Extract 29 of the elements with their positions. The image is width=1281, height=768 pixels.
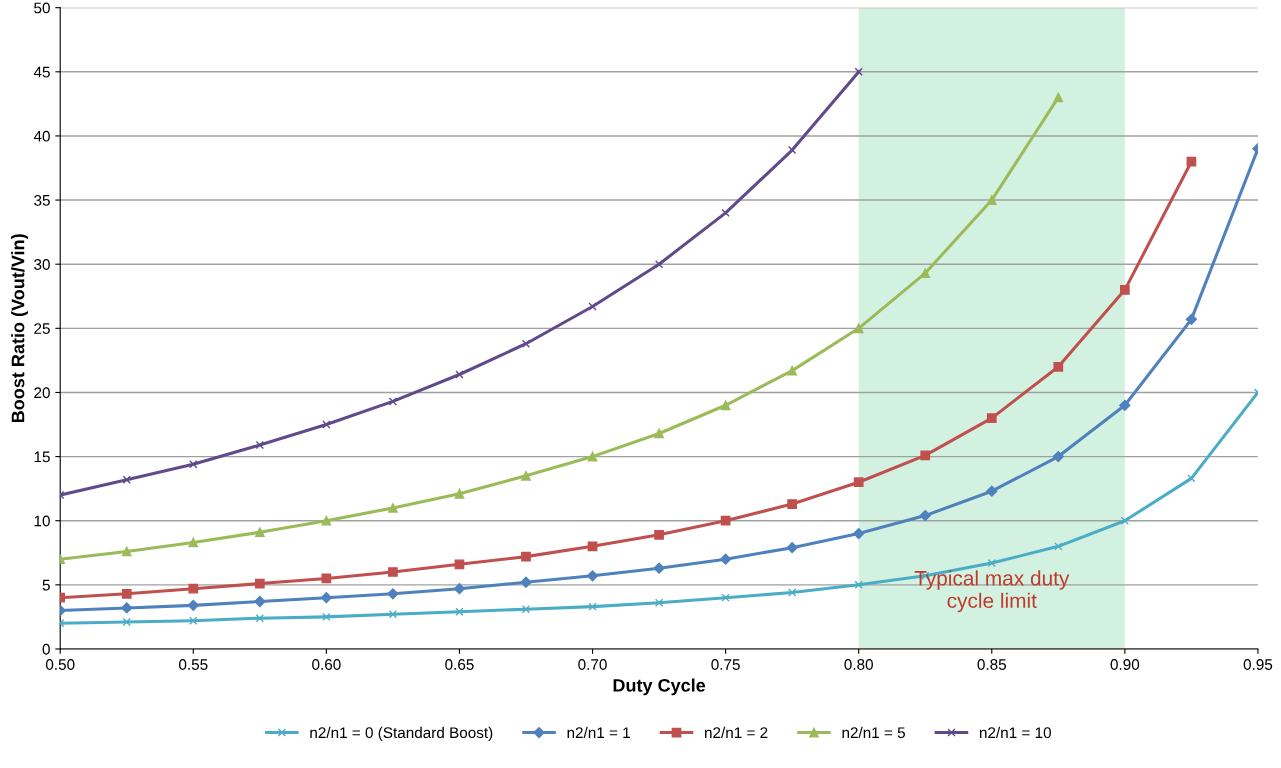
legend-label: n2/n1 = 10 bbox=[979, 726, 1051, 739]
x-tick-label: 0.60 bbox=[312, 659, 341, 670]
y-tick-label: 30 bbox=[34, 259, 50, 270]
x-tick-label: 0.65 bbox=[445, 659, 474, 670]
x-tick-label: 0.90 bbox=[1110, 659, 1140, 670]
x-tick-label: 0.55 bbox=[179, 659, 208, 670]
y-tick-label: 5 bbox=[42, 579, 50, 591]
y-tick-label: 45 bbox=[33, 66, 50, 78]
x-tick-label: 0.85 bbox=[977, 659, 1007, 670]
band-label: Typical max duty cycle limit bbox=[914, 570, 1070, 613]
y-tick-label: 35 bbox=[34, 194, 50, 206]
y-tick-label: 40 bbox=[33, 130, 50, 142]
x-tick-label: 0.50 bbox=[45, 659, 75, 670]
x-axis-title: Duty Cycle bbox=[613, 678, 706, 696]
y-tick-label: 10 bbox=[34, 515, 50, 527]
y-tick-label: 15 bbox=[34, 451, 50, 463]
legend-label: n2/n1 = 5 bbox=[842, 726, 905, 739]
legend-label: n2/n1 = 2 bbox=[705, 726, 768, 739]
x-tick-label: 0.80 bbox=[844, 659, 873, 670]
x-tick-label: 0.70 bbox=[578, 659, 607, 670]
y-tick-label: 0 bbox=[42, 643, 50, 655]
y-tick-label: 50 bbox=[34, 2, 50, 14]
y-axis-title: Boost Ratio (Vout/Vin) bbox=[11, 234, 28, 423]
x-tick-label: 0.95 bbox=[1243, 659, 1273, 670]
y-tick-label: 20 bbox=[34, 387, 50, 399]
legend-label: n2/n1 = 1 bbox=[567, 726, 630, 739]
x-tick-label: 0.75 bbox=[711, 659, 740, 670]
y-tick-label: 25 bbox=[34, 323, 50, 335]
legend-label: n2/n1 = 0 (Standard Boost) bbox=[310, 726, 493, 742]
